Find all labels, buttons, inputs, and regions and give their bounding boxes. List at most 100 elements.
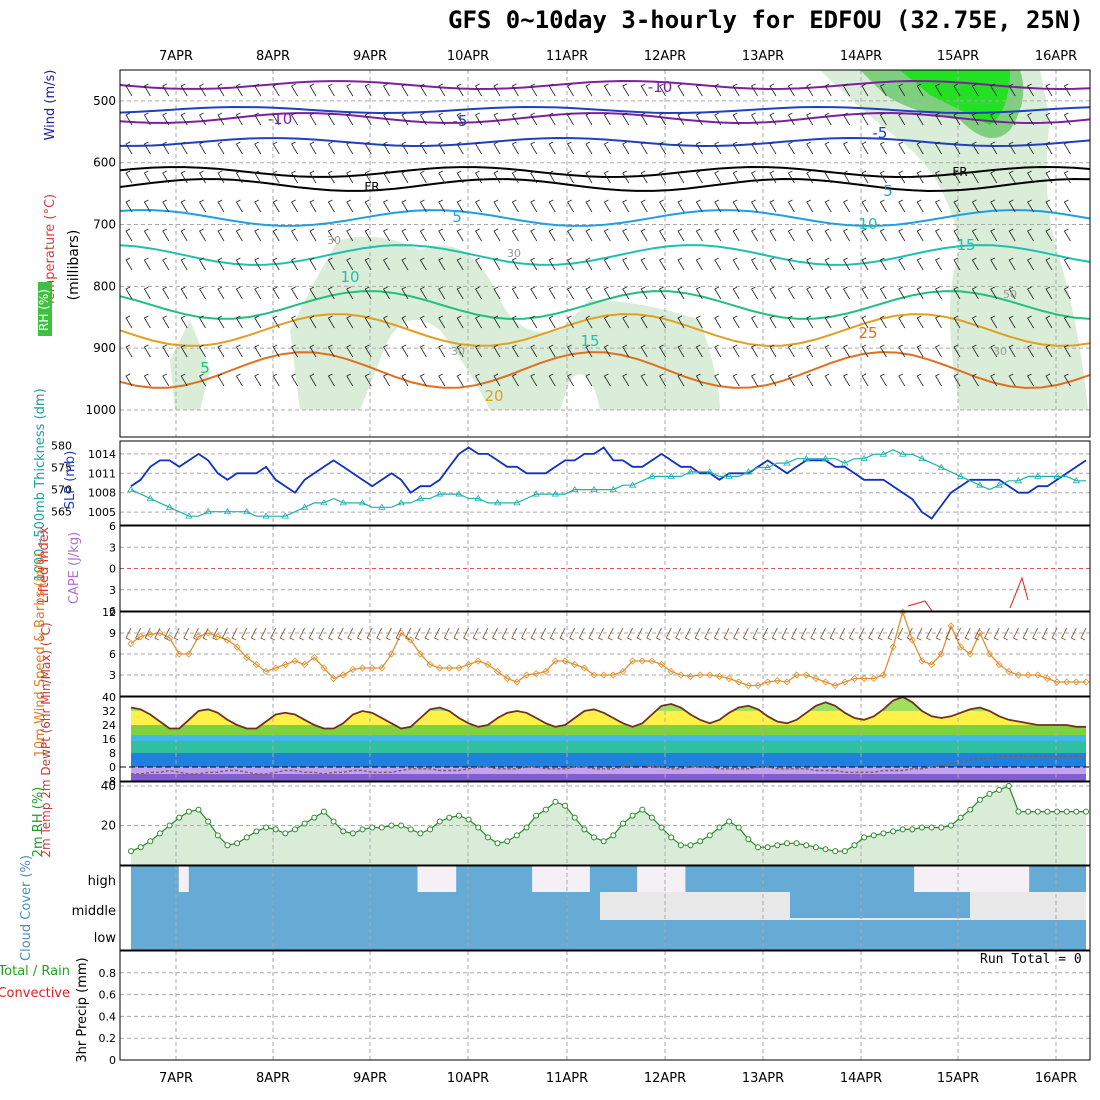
wind-speed-marker [233, 643, 241, 651]
wind-speed-marker [638, 657, 646, 665]
rh-line [130, 785, 1086, 852]
thickness-marker [744, 468, 753, 475]
surface-wind-barb [1003, 627, 1010, 641]
rh-marker [629, 812, 636, 819]
wind-barb [567, 315, 574, 329]
wind-barb [530, 112, 538, 126]
wind-barb [235, 344, 243, 358]
wind-barb [162, 315, 170, 329]
wind-barb [346, 315, 354, 329]
wind-barb [309, 373, 317, 387]
day-label-bottom: 10APR [447, 1071, 489, 1086]
wind-barb [217, 373, 225, 387]
wind-barb [530, 170, 538, 184]
wind-speed-marker [1034, 671, 1042, 679]
wind-barb [217, 286, 225, 300]
wind-barb [1045, 344, 1053, 358]
cloud-cover-clear [570, 866, 581, 892]
panel-bg-precip [120, 951, 1090, 1060]
wind-speed-marker [368, 664, 376, 672]
wind-barb [640, 344, 648, 358]
thickness-marker [358, 499, 367, 506]
temperature-contour [119, 105, 1091, 115]
rh-marker [282, 830, 289, 837]
wind-barb [787, 373, 795, 387]
wind-barb [530, 373, 538, 387]
wind-barb [695, 141, 703, 155]
surface-wind-barb [482, 627, 489, 641]
wind-barb [475, 228, 482, 242]
wind-barb [530, 344, 538, 358]
wind-barb [585, 228, 593, 242]
rh-marker [880, 830, 887, 837]
wind-barb [824, 344, 832, 358]
slp-tick-label: 1011 [88, 467, 116, 480]
wind-barb [1008, 141, 1016, 155]
wind-barb [1063, 257, 1071, 271]
thickness-marker [763, 463, 772, 470]
wind-barb [567, 170, 574, 184]
wind-barb [456, 344, 464, 358]
rh-marker [851, 842, 858, 849]
wind-speed-marker [677, 671, 685, 679]
wind-barb [327, 112, 335, 126]
rh-marker [513, 832, 520, 839]
wind-barb [990, 315, 998, 329]
wind-barb [125, 112, 133, 126]
cloud-cover-clear [990, 866, 1001, 892]
wind-barb [438, 170, 446, 184]
rh-marker [774, 842, 781, 849]
wind-speed-marker [330, 674, 338, 683]
wind-barb [714, 228, 722, 242]
wind-barb [843, 141, 850, 155]
wind-barb [272, 373, 280, 387]
wind-speed-marker [735, 678, 743, 686]
wind-barb [879, 228, 887, 242]
panel-frame-slp [119, 440, 1091, 526]
wind-barb [916, 257, 924, 271]
wind-barb [346, 83, 354, 97]
thickness-line [130, 449, 1086, 517]
wind-speed-marker [166, 634, 174, 642]
wind-barb [475, 373, 482, 387]
wind-barb [456, 286, 464, 300]
wind-barb [714, 344, 722, 358]
wind-barb [125, 373, 133, 387]
wind-speed-marker [937, 650, 945, 658]
axis-labels: 7APR 7APR 8APR 8APR 9APR 9APR 10APR 10APR 11APR 1… [0, 49, 1077, 1086]
rh-marker [967, 806, 974, 813]
wind-barb [1045, 228, 1053, 242]
wind-speed-marker [175, 650, 183, 658]
surface-wind-barb [327, 627, 334, 641]
rh-marker [947, 822, 954, 829]
wind-speed-marker [484, 660, 492, 669]
rh-marker [668, 834, 675, 841]
wind-barb [180, 286, 188, 300]
wind-barb [806, 83, 814, 97]
rh-marker [803, 842, 810, 849]
wind-barb [346, 170, 354, 184]
wind-barb [327, 373, 335, 387]
thickness-marker [899, 450, 907, 457]
wind-barb [199, 112, 206, 126]
wind-barb [953, 83, 961, 97]
wind-barb [530, 286, 538, 300]
wind-barb [585, 141, 593, 155]
wind-barb [254, 257, 262, 271]
wind-barb [879, 170, 887, 184]
thickness-marker [1053, 472, 1061, 479]
wind-barb [143, 257, 151, 271]
cloud-cover-clear [446, 866, 457, 892]
wind-barb [990, 141, 998, 155]
rh-marker [378, 824, 385, 831]
wind-speed-marker [754, 681, 762, 690]
surface-wind-barb [173, 627, 180, 641]
wind-barb [309, 257, 317, 271]
data-lines [119, 79, 1091, 855]
wind-barb [180, 228, 188, 242]
thickness-marker [1034, 472, 1042, 479]
temperature-contour [120, 136, 1091, 148]
thickness-marker [146, 494, 154, 501]
wind-barb [622, 141, 630, 155]
